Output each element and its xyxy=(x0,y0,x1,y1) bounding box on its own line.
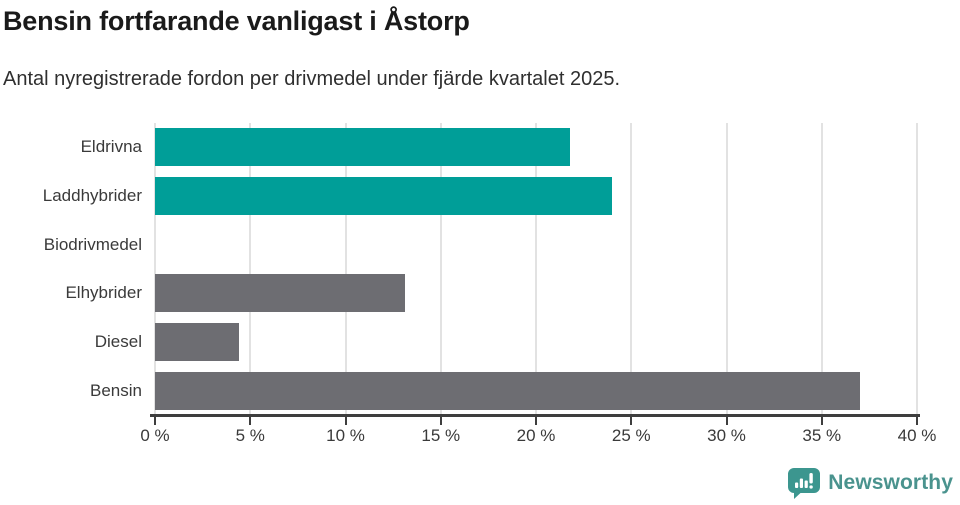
bar-elhybrider xyxy=(155,274,405,313)
category-label-diesel: Diesel xyxy=(94,331,142,351)
category-label-laddhybrider: Laddhybrider xyxy=(42,185,142,205)
x-tick-label-25: 25 % xyxy=(611,426,651,445)
gridline-30 xyxy=(725,123,728,415)
x-tick-mark-40 xyxy=(916,417,918,425)
x-tick-label-10: 10 % xyxy=(326,426,365,445)
bar-bensin xyxy=(155,371,860,410)
bar-eldrivna xyxy=(155,128,571,167)
gridline-20 xyxy=(535,123,537,415)
chart-title: Bensin fortfarande vanligast i Åstorp xyxy=(3,6,470,36)
category-label-biodrivmedel: Biodrivmedel xyxy=(43,234,142,254)
x-tick-mark-10 xyxy=(344,417,347,425)
gridline-25 xyxy=(630,123,633,415)
x-tick-label-5: 5 % xyxy=(235,426,265,445)
category-label-eldrivna: Eldrivna xyxy=(80,137,142,157)
gridline-10 xyxy=(344,123,347,415)
gridline-0 xyxy=(154,123,156,415)
gridline-15 xyxy=(439,123,442,415)
x-tick-mark-25 xyxy=(630,417,633,425)
x-tick-label-0: 0 % xyxy=(140,426,170,445)
x-axis-line xyxy=(150,414,920,417)
x-tick-mark-0 xyxy=(154,417,156,425)
category-label-elhybrider: Elhybrider xyxy=(65,283,142,303)
x-tick-mark-5 xyxy=(249,417,252,425)
x-tick-mark-15 xyxy=(439,417,442,425)
newsworthy-logo-link[interactable]: Newsworthy xyxy=(787,467,953,499)
newsworthy-logo-text: Newsworthy xyxy=(828,471,953,494)
gridline-35 xyxy=(820,123,823,415)
x-tick-mark-30 xyxy=(725,417,728,425)
bar-laddhybrider xyxy=(155,177,613,215)
category-label-bensin: Bensin xyxy=(90,380,142,400)
bar-chart: Eldrivna Laddhybrider Biodrivmedel Elhybrid… xyxy=(0,123,937,445)
newsworthy-icon xyxy=(788,468,821,499)
gridline-40 xyxy=(916,123,918,415)
x-tick-label-30: 30 % xyxy=(707,426,746,445)
bar-diesel xyxy=(155,323,239,361)
gridline-5 xyxy=(249,123,252,415)
x-tick-mark-35 xyxy=(820,417,823,425)
category-axis: Eldrivna Laddhybrider Biodrivmedel Elhybrid… xyxy=(0,123,142,415)
x-tick-label-40: 40 % xyxy=(897,426,937,445)
x-tick-label-20: 20 % xyxy=(516,426,556,445)
x-tick-label-35: 35 % xyxy=(802,426,842,445)
x-tick-mark-20 xyxy=(535,417,537,425)
chart-subtitle: Antal nyregistrerade fordon per drivmede… xyxy=(3,68,621,90)
x-tick-label-15: 15 % xyxy=(421,426,461,445)
plot-area xyxy=(154,123,918,415)
